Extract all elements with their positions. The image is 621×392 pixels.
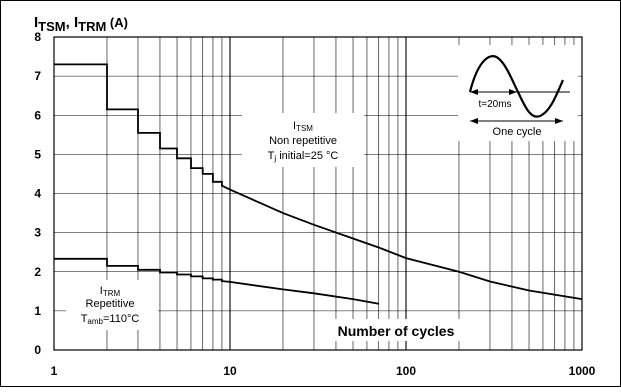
- plot-border: [53, 36, 583, 351]
- itsm-tsub: j: [273, 154, 276, 163]
- itrm-sub: TRM: [103, 289, 121, 298]
- y-tick-label: 0: [34, 343, 41, 357]
- cycle-arrow-right: [555, 118, 563, 124]
- y-tick-labels: 0 1 2 3 4 5 6 7 8: [34, 30, 41, 357]
- title-i1: I: [34, 14, 38, 31]
- itrm-annotation-bg: [66, 280, 158, 330]
- title-sub1: TSM: [38, 19, 65, 34]
- itsm-annotation-line3: Tj initial=25 °C: [268, 150, 339, 163]
- y-tick-label: 5: [34, 147, 41, 161]
- series-layer: [54, 63, 583, 305]
- y-tick-label: 1: [34, 304, 41, 318]
- y-tick-label: 2: [34, 265, 41, 279]
- itrm-i: I: [100, 285, 103, 297]
- period-arrow-right: [509, 89, 517, 95]
- x-tick-label: 1: [51, 364, 58, 378]
- itsm-annotation-line2: Non repetitive: [269, 135, 337, 147]
- itsm-annotation-bg: [242, 113, 364, 167]
- y-tick-label: 7: [34, 69, 41, 83]
- period-label: t=20ms: [478, 99, 511, 110]
- y-tick-label: 4: [34, 187, 41, 201]
- itrm-annotation-line1: ITRM: [100, 285, 121, 298]
- x-tick-label: 10: [223, 364, 237, 378]
- itsm-annotation-line1: ITSM: [293, 120, 313, 133]
- itrm-annotation-line3: Tamb=110°C: [81, 313, 140, 326]
- x-tick-label: 1000: [569, 364, 596, 378]
- waveform-inset: t=20ms One cycle: [458, 45, 578, 141]
- chart-title: ITSM, ITRM (A): [34, 14, 128, 34]
- itrm-trest: =110°C: [103, 313, 139, 325]
- y-tick-label: 6: [34, 108, 41, 122]
- title-unit: (A): [106, 15, 128, 30]
- cycle-label: One cycle: [493, 126, 542, 138]
- title-sub2: TRM: [78, 19, 106, 34]
- itrm-t: T: [81, 313, 88, 325]
- x-tick-label: 100: [396, 364, 416, 378]
- x-tick-labels: 1 10 100 1000: [51, 364, 596, 378]
- period-arrow-left: [470, 89, 478, 95]
- series-line-itrm: [54, 257, 379, 305]
- itsm-t: T: [268, 150, 275, 162]
- itsm-sub: TSM: [296, 124, 313, 133]
- xlabel-bg: [318, 319, 480, 341]
- series-line-itsm: [54, 63, 583, 300]
- itrm-annotation-line2: Repetitive: [86, 298, 135, 310]
- itsm-trest: initial=25 °C: [276, 150, 338, 162]
- title-sep: , I: [66, 14, 79, 31]
- itsm-i: I: [293, 120, 296, 132]
- y-tick-label: 8: [34, 30, 41, 44]
- y-tick-label: 3: [34, 226, 41, 240]
- itrm-tsub: amb: [87, 317, 103, 326]
- x-axis-label: Number of cycles: [338, 323, 455, 339]
- cycle-arrow-left: [470, 118, 478, 124]
